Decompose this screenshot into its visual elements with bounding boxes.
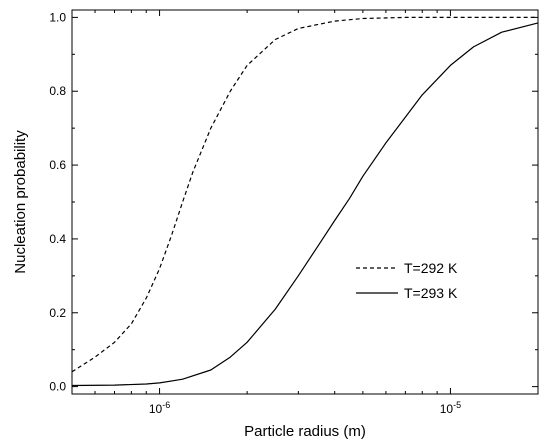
y-tick-label: 0.0 [49,380,66,394]
x-tick-label: 10-6 [149,400,170,416]
legend-label-1: T=292 K [404,260,458,276]
x-tick-label-base: 10 [440,402,454,416]
y-axis-title: Nucleation probability [12,130,29,274]
y-tick-label: 0.2 [49,306,66,320]
series-line-1 [71,16,538,373]
x-tick-label-exponent: -5 [453,400,461,410]
legend-label-2: T=293 K [404,285,458,301]
y-tick-label: 0.4 [49,232,66,246]
series-layer [71,16,539,387]
axis-ticks [71,10,539,394]
x-tick-label-base: 10 [149,402,163,416]
x-axis-title: Particle radius (m) [244,423,366,440]
x-tick-label-exponent: -6 [162,400,170,410]
plot-frame [71,9,539,395]
x-tick-label: 10-5 [440,400,461,416]
y-tick-label: 0.6 [49,158,66,172]
series-line-2 [71,22,539,387]
tick-labels: 0.00.20.40.60.81.010-6 10-5 [49,10,461,416]
y-tick-label: 1.0 [49,10,66,24]
y-tick-label: 0.8 [49,84,66,98]
legend: T=292 K T=293 K [356,260,458,301]
